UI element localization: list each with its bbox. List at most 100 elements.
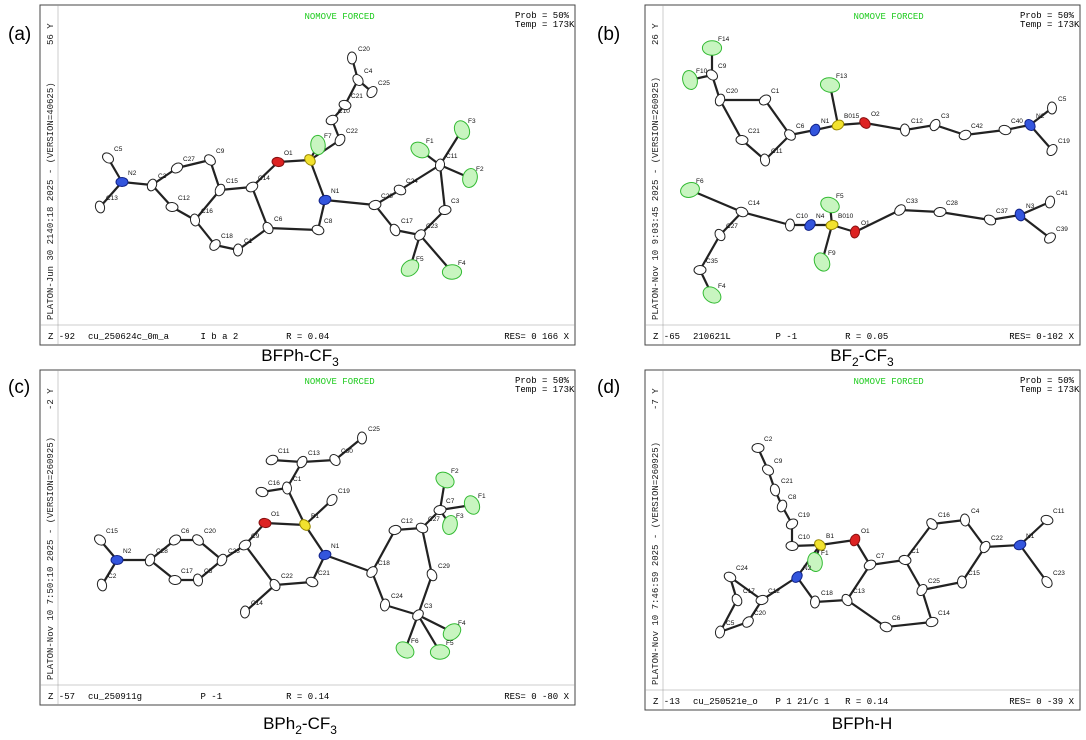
- atom-label: C33: [906, 198, 918, 205]
- atom-label: C8: [324, 218, 333, 225]
- atom: [305, 576, 319, 588]
- bond: [846, 599, 887, 628]
- bond: [399, 164, 441, 191]
- footer-text: Z -13: [653, 697, 680, 707]
- atom: [165, 201, 179, 213]
- atom-label: C3: [451, 198, 460, 205]
- atom: [346, 51, 358, 65]
- atom: [758, 94, 772, 106]
- bond: [719, 211, 743, 236]
- atom-label: F7: [324, 133, 332, 140]
- footer-text: R = 0.05: [845, 332, 888, 342]
- atom-label: C11: [446, 153, 458, 160]
- atom: [1040, 514, 1054, 526]
- atom: [898, 554, 912, 566]
- atom-label: C21: [318, 570, 330, 577]
- atom: [325, 114, 339, 126]
- caption-subscript: 2: [852, 355, 859, 369]
- atom: [1044, 195, 1056, 209]
- atom-label: C17: [181, 568, 193, 575]
- atom-label: C16: [201, 208, 213, 215]
- atom-label: F1: [426, 138, 434, 145]
- atom: [956, 575, 968, 589]
- atom-label: C4: [971, 508, 980, 515]
- atom-label: C4: [364, 68, 373, 75]
- caption: BF2-CF3: [830, 346, 894, 369]
- atom-label: C21: [351, 93, 363, 100]
- atom-label: C28: [946, 200, 958, 207]
- platon-stamp: PLATON-Nov 10 7:50:10 2025 - (VERSION=26…: [46, 437, 56, 680]
- atom: [368, 199, 382, 211]
- atom-label: C21: [748, 128, 760, 135]
- bond: [308, 159, 327, 201]
- bond: [324, 198, 376, 207]
- atom-label: F3: [468, 118, 476, 125]
- bond: [1019, 200, 1051, 217]
- atom: [755, 594, 769, 606]
- atom: [318, 549, 332, 561]
- footer-text: R = 0.04: [286, 332, 329, 342]
- atom: [933, 206, 947, 218]
- atom-label: F5: [446, 640, 454, 647]
- atom-label: C39: [1056, 226, 1068, 233]
- atom-label: C18: [821, 590, 833, 597]
- bond: [384, 603, 419, 617]
- footer-text: RES= 0 -39 X: [1009, 697, 1074, 707]
- atom: [115, 177, 129, 187]
- bond: [438, 164, 447, 211]
- mode-note: NOMOVE FORCED: [304, 12, 374, 22]
- bond: [324, 553, 373, 574]
- bond: [264, 521, 306, 527]
- atom: [393, 184, 407, 196]
- caption: BFPh-H: [832, 714, 892, 733]
- atom-label: C17: [743, 588, 755, 595]
- atom-label: N2: [803, 565, 812, 572]
- atom-label: C6: [892, 615, 901, 622]
- bond: [741, 210, 791, 227]
- bond: [1019, 214, 1051, 239]
- atom-label: C6: [796, 123, 805, 130]
- atom: [894, 204, 906, 216]
- caption-text: BFPh-H: [832, 714, 892, 733]
- atom: [959, 513, 971, 527]
- atom-label: C19: [1058, 138, 1070, 145]
- panel-label: (d): [597, 377, 620, 398]
- atom: [1041, 576, 1053, 588]
- footer-text: Z -57: [48, 692, 75, 702]
- atom: [232, 243, 244, 257]
- atom-label: B015: [844, 113, 860, 120]
- bond: [864, 121, 906, 132]
- caption-text: -CF: [302, 714, 330, 733]
- atom: [916, 583, 928, 597]
- atom-label: C27: [428, 516, 440, 523]
- caption: BPh2-CF3: [263, 714, 337, 737]
- atom-label: C27: [726, 223, 738, 230]
- atom-label: C1: [293, 476, 302, 483]
- atom: [310, 134, 326, 156]
- atom-label: C20: [204, 528, 216, 535]
- atom-label: N2: [128, 170, 137, 177]
- atom-label: C28: [381, 193, 393, 200]
- atom-label: C6: [181, 528, 190, 535]
- atom-label: C9: [774, 458, 783, 465]
- bond: [846, 564, 871, 601]
- footer-text: cu_250624c_0m_a: [88, 332, 170, 342]
- atom: [192, 534, 204, 546]
- atom-label: F6: [411, 638, 419, 645]
- atom: [441, 264, 463, 280]
- atom: [410, 141, 430, 159]
- atom: [400, 259, 420, 277]
- atom: [785, 540, 799, 552]
- panel-frame: [644, 4, 1081, 346]
- atom: [714, 625, 726, 639]
- atom-label: C2: [108, 573, 117, 580]
- atom: [809, 595, 821, 609]
- bond: [274, 580, 313, 587]
- atom: [426, 568, 438, 582]
- footer-text: Z -92: [48, 332, 75, 342]
- atom-label: C25: [928, 578, 940, 585]
- platon-stamp: PLATON-Jun 30 2140:18 2025 - (VERSION=40…: [46, 82, 56, 320]
- atom-label: F2: [451, 468, 459, 475]
- atom-label: C7: [446, 498, 455, 505]
- caption-text: -CF: [859, 346, 887, 365]
